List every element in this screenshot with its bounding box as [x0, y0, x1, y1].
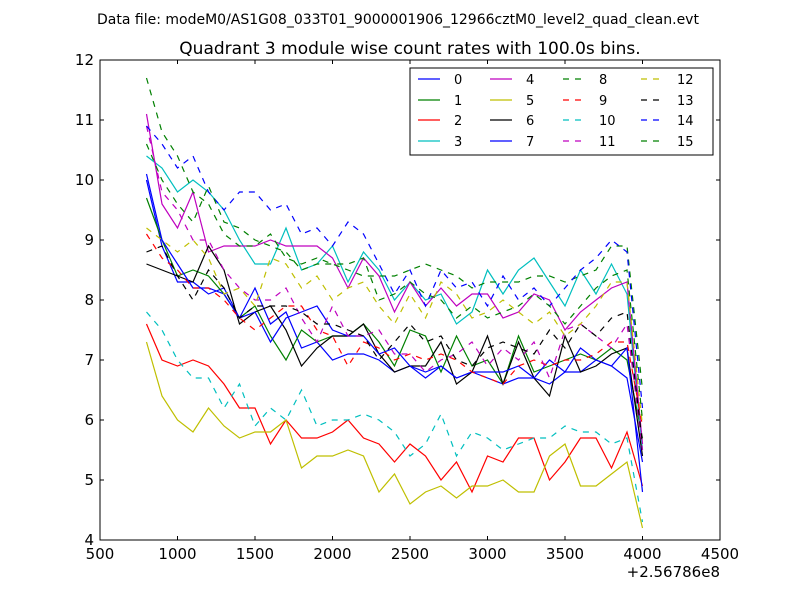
plot-frame-border: [99, 59, 721, 541]
legend-label-0: 0: [454, 73, 462, 88]
y-tick-label-8: 12: [75, 51, 94, 69]
legend-label-15: 15: [677, 135, 694, 150]
y-tick-label-4: 8: [84, 291, 94, 309]
series-line-9: [145, 233, 644, 427]
legend-label-12: 12: [677, 73, 694, 88]
y-tick-label-6: 10: [75, 171, 94, 189]
x-tick-labels: 500 1000 1500 2000 2500 3000 3500 4000 4500: [86, 545, 739, 563]
x-tick-label-8: 4500: [701, 545, 739, 563]
series-line-5: [145, 341, 644, 529]
series-line-6: [146, 244, 644, 457]
y-tick-label-3: 7: [84, 351, 94, 369]
series-line-7: [145, 173, 644, 493]
series-line-3: [146, 155, 644, 451]
series-line-4: [145, 113, 644, 445]
y-tick-label-2: 6: [84, 411, 94, 429]
x-offset-label: +2.56786e8: [627, 563, 720, 581]
x-tick-label-2: 1500: [236, 545, 274, 563]
y-tick-label-5: 9: [84, 231, 94, 249]
legend-label-3: 3: [454, 135, 462, 150]
legend-label-11: 11: [599, 135, 616, 150]
series-line-2: [145, 323, 644, 494]
legend-label-4: 4: [526, 73, 534, 88]
series-line-15: [145, 143, 644, 421]
series-line-8: [145, 77, 644, 391]
x-tick-label-3: 2000: [313, 545, 351, 563]
x-tick-label-4: 2500: [391, 545, 429, 563]
series-layer: [145, 77, 644, 529]
x-tick-label-7: 4000: [623, 545, 661, 563]
x-tick-label-6: 3500: [546, 545, 584, 563]
legend-label-10: 10: [599, 114, 616, 129]
legend-label-14: 14: [677, 114, 694, 129]
legend-label-7: 7: [526, 135, 534, 150]
x-tick-label-1: 1000: [158, 545, 196, 563]
y-tick-labels: 4 5 6 7 8 9 10 11 12: [75, 51, 94, 549]
legend-label-9: 9: [599, 94, 607, 109]
legend-label-2: 2: [454, 114, 462, 129]
legend-label-5: 5: [526, 94, 534, 109]
legend-label-1: 1: [454, 94, 462, 109]
series-line-13: [146, 245, 644, 445]
legend-label-8: 8: [599, 73, 607, 88]
legend-label-6: 6: [526, 114, 534, 129]
y-tick-label-7: 11: [75, 111, 94, 129]
series-line-14: [146, 125, 644, 409]
y-tick-label-1: 5: [84, 471, 94, 489]
y-tick-label-0: 4: [84, 531, 94, 549]
figure-suptitle: Data file: modeM0/AS1G08_033T01_90000019…: [97, 12, 699, 28]
x-tick-label-5: 3000: [468, 545, 506, 563]
chart-title: Quadrant 3 module wise count rates with …: [179, 39, 640, 59]
legend-box: [409, 67, 714, 156]
series-line-11: [145, 125, 644, 451]
legend-label-13: 13: [677, 94, 694, 109]
x-tick-label-0: 500: [86, 545, 115, 563]
